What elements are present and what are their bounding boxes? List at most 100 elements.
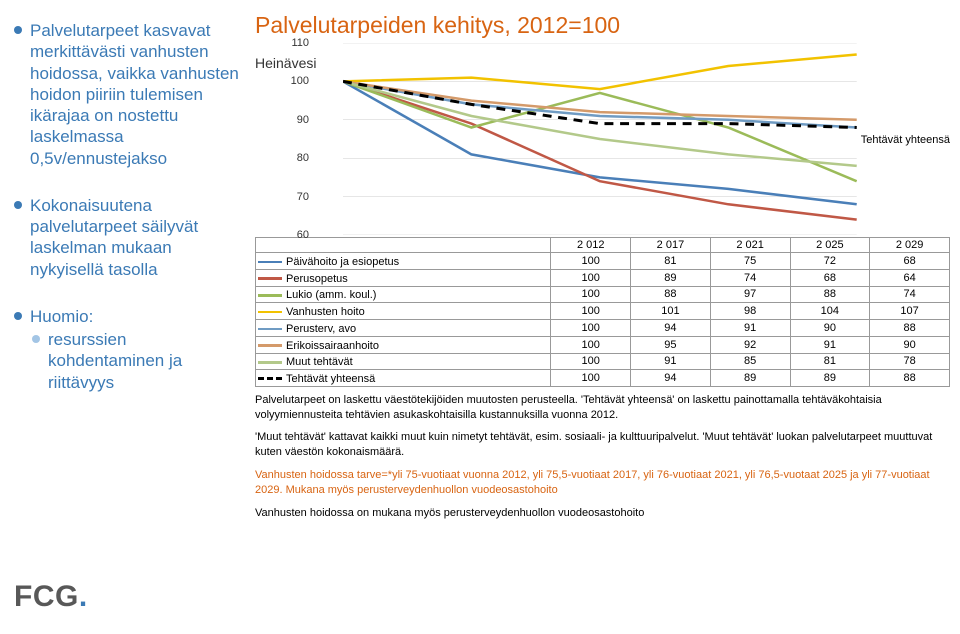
table-row: Perusterv, avo 10094919088 — [256, 320, 950, 337]
series-label-cell: Erikoissairaanhoito — [256, 336, 551, 353]
table-cell: 85 — [710, 353, 790, 370]
table-row: Tehtävät yhteensä10094898988 — [256, 370, 950, 387]
footnotes: Palvelutarpeet on laskettu väestötekijöi… — [255, 387, 950, 521]
table-cell: 64 — [870, 269, 950, 286]
series-name: Tehtävät yhteensä — [286, 373, 375, 385]
table-cell: 100 — [551, 286, 631, 303]
plot-inner — [343, 43, 857, 235]
series-name: Lukio (amm. koul.) — [286, 289, 376, 301]
logo-dot-icon: . — [79, 580, 88, 613]
table-header-cell: 2 025 — [790, 238, 870, 253]
series-swatch-icon — [258, 311, 282, 314]
series-label-cell: Tehtävät yhteensä — [256, 370, 551, 387]
bullet-text: Kokonaisuutena palvelutarpeet säilyvät l… — [30, 195, 245, 280]
bullet-2: Kokonaisuutena palvelutarpeet säilyvät l… — [14, 195, 245, 280]
logo: FCG. — [14, 580, 245, 614]
bullet-block-1: Palvelutarpeet kasvavat merkittävästi va… — [14, 20, 245, 171]
table-header-cell: 2 029 — [870, 238, 950, 253]
y-tick-label: 100 — [279, 75, 309, 87]
table-cell: 90 — [790, 320, 870, 337]
chart-plot: 60708090100110 — [315, 43, 857, 235]
y-tick-label: 70 — [279, 191, 309, 203]
table-cell: 89 — [790, 370, 870, 387]
table-cell: 88 — [790, 286, 870, 303]
footnote: Vanhusten hoidossa tarve=*yli 75-vuotiaa… — [255, 468, 950, 498]
series-label-cell: Perusopetus — [256, 269, 551, 286]
bullet-disc-icon — [32, 335, 40, 343]
location-label: Heinävesi — [255, 55, 315, 71]
bullet-disc-icon — [14, 26, 22, 34]
table-cell: 75 — [710, 253, 790, 270]
series-name: Vanhusten hoito — [286, 306, 365, 318]
table-cell: 88 — [870, 320, 950, 337]
bullet-text: Huomio: — [30, 306, 93, 327]
bullet-3: Huomio: — [14, 306, 245, 327]
bullet-disc-icon — [14, 312, 22, 320]
table-cell: 90 — [870, 336, 950, 353]
series-swatch-icon — [258, 294, 282, 297]
page-root: Palvelutarpeet kasvavat merkittävästi va… — [0, 0, 960, 634]
series-swatch-icon — [258, 344, 282, 347]
series-swatch-icon — [258, 361, 282, 364]
series-name: Muut tehtävät — [286, 356, 353, 368]
bullet-3a: resurssien kohdentaminen ja riittävyys — [32, 329, 245, 393]
table-cell: 95 — [631, 336, 711, 353]
bullet-1: Palvelutarpeet kasvavat merkittävästi va… — [14, 20, 245, 169]
y-tick-label: 90 — [279, 114, 309, 126]
series-swatch-icon — [258, 328, 282, 331]
table-cell: 91 — [790, 336, 870, 353]
footnote: 'Muut tehtävät' kattavat kaikki muut kui… — [255, 430, 950, 460]
table-cell: 89 — [631, 269, 711, 286]
chart-svg — [343, 43, 857, 235]
table-row: Erikoissairaanhoito 10095929190 — [256, 336, 950, 353]
chart-title: Palvelutarpeiden kehitys, 2012=100 — [255, 12, 950, 39]
table-cell: 88 — [631, 286, 711, 303]
data-table: 2 0122 0172 0212 0252 029 Päivähoito ja e… — [255, 237, 950, 387]
table-cell: 88 — [870, 370, 950, 387]
table-cell: 100 — [551, 370, 631, 387]
table-row: Vanhusten hoito10010198104107 — [256, 303, 950, 320]
table-cell: 100 — [551, 320, 631, 337]
table-cell: 81 — [631, 253, 711, 270]
table-cell: 100 — [551, 253, 631, 270]
bullet-block-2: Kokonaisuutena palvelutarpeet säilyvät l… — [14, 195, 245, 282]
table-header-cell: 2 021 — [710, 238, 790, 253]
series-label-cell: Perusterv, avo — [256, 320, 551, 337]
series-swatch-icon — [258, 377, 282, 380]
table-cell: 68 — [870, 253, 950, 270]
y-tick-label: 110 — [279, 37, 309, 49]
table-header-cell: 2 012 — [551, 238, 631, 253]
bullet-text: resurssien kohdentaminen ja riittävyys — [48, 329, 245, 393]
series-label-cell: Muut tehtävät — [256, 353, 551, 370]
table-cell: 68 — [790, 269, 870, 286]
table-cell: 74 — [710, 269, 790, 286]
table-cell: 78 — [870, 353, 950, 370]
table-cell: 91 — [710, 320, 790, 337]
bullet-disc-icon — [14, 201, 22, 209]
series-name: Erikoissairaanhoito — [286, 340, 379, 352]
table-cell: 104 — [790, 303, 870, 320]
right-column: Palvelutarpeiden kehitys, 2012=100 Heinä… — [255, 0, 960, 634]
table-cell: 94 — [631, 370, 711, 387]
series-label-cell: Lukio (amm. koul.) — [256, 286, 551, 303]
logo-text: FCG — [14, 580, 79, 613]
table-cell: 94 — [631, 320, 711, 337]
table-row: Päivähoito ja esiopetus10081757268 — [256, 253, 950, 270]
series-name: Päivähoito ja esiopetus — [286, 256, 399, 268]
y-tick-label: 80 — [279, 152, 309, 164]
table-cell: 89 — [710, 370, 790, 387]
table-cell: 92 — [710, 336, 790, 353]
chart-container: Heinävesi 60708090100110 Tehtävät yhteen… — [255, 43, 950, 237]
table-cell: 91 — [631, 353, 711, 370]
table-cell: 81 — [790, 353, 870, 370]
footnote: Vanhusten hoidossa on mukana myös perust… — [255, 506, 950, 521]
left-column: Palvelutarpeet kasvavat merkittävästi va… — [0, 0, 255, 634]
y-tick-label: 60 — [279, 229, 309, 241]
table-cell: 74 — [870, 286, 950, 303]
table-cell: 101 — [631, 303, 711, 320]
series-name: Perusterv, avo — [286, 323, 356, 335]
table-header-cell: 2 017 — [631, 238, 711, 253]
table-cell: 100 — [551, 353, 631, 370]
table-cell: 100 — [551, 336, 631, 353]
series-label-cell: Päivähoito ja esiopetus — [256, 253, 551, 270]
